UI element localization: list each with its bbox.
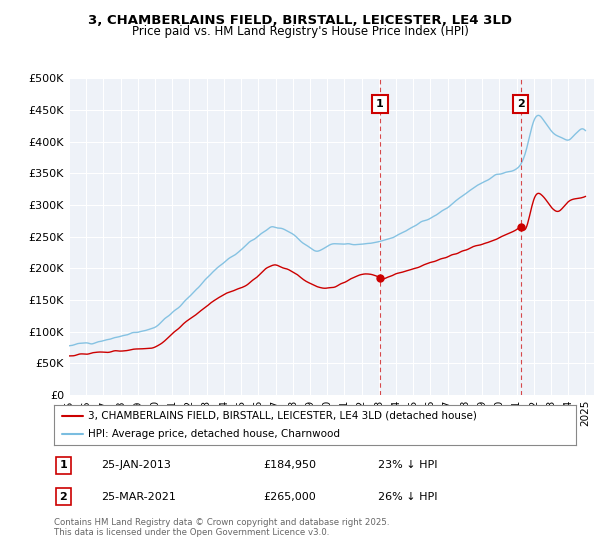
Text: 26% ↓ HPI: 26% ↓ HPI	[377, 492, 437, 502]
Text: £184,950: £184,950	[263, 460, 316, 470]
Text: 1: 1	[59, 460, 67, 470]
Text: £265,000: £265,000	[263, 492, 316, 502]
Text: Contains HM Land Registry data © Crown copyright and database right 2025.
This d: Contains HM Land Registry data © Crown c…	[54, 518, 389, 538]
Text: 23% ↓ HPI: 23% ↓ HPI	[377, 460, 437, 470]
Text: HPI: Average price, detached house, Charnwood: HPI: Average price, detached house, Char…	[88, 430, 340, 439]
Text: 2: 2	[59, 492, 67, 502]
Text: 1: 1	[376, 99, 384, 109]
Text: 25-JAN-2013: 25-JAN-2013	[101, 460, 171, 470]
Text: 3, CHAMBERLAINS FIELD, BIRSTALL, LEICESTER, LE4 3LD (detached house): 3, CHAMBERLAINS FIELD, BIRSTALL, LEICEST…	[88, 411, 477, 421]
Text: Price paid vs. HM Land Registry's House Price Index (HPI): Price paid vs. HM Land Registry's House …	[131, 25, 469, 38]
Text: 2: 2	[517, 99, 524, 109]
Text: 3, CHAMBERLAINS FIELD, BIRSTALL, LEICESTER, LE4 3LD: 3, CHAMBERLAINS FIELD, BIRSTALL, LEICEST…	[88, 14, 512, 27]
Text: 25-MAR-2021: 25-MAR-2021	[101, 492, 176, 502]
